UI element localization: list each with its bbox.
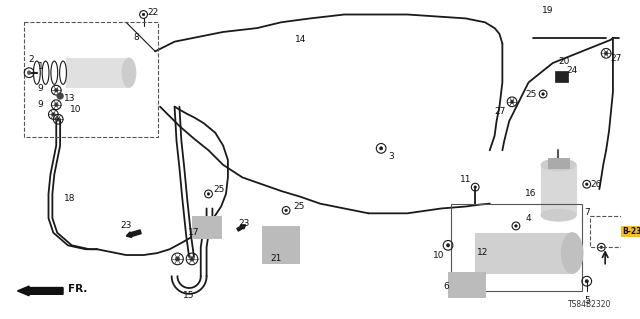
FancyArrow shape [126, 230, 141, 237]
Circle shape [474, 186, 477, 189]
Text: 27: 27 [610, 54, 621, 63]
Bar [24, 22, 158, 137]
Text: 21: 21 [271, 255, 282, 263]
Text: 5: 5 [584, 296, 589, 305]
Circle shape [54, 88, 58, 92]
Text: 3: 3 [388, 152, 394, 160]
Text: 25: 25 [293, 202, 305, 211]
Text: 26: 26 [591, 180, 602, 189]
Text: 24: 24 [566, 66, 578, 75]
Ellipse shape [561, 233, 583, 273]
Text: 8: 8 [133, 33, 139, 42]
Ellipse shape [541, 210, 576, 221]
Text: 23: 23 [120, 221, 132, 230]
Circle shape [57, 93, 63, 100]
Text: 9: 9 [38, 100, 44, 109]
Bar [192, 216, 221, 238]
Text: 12: 12 [477, 248, 489, 256]
Circle shape [54, 103, 58, 107]
Text: 27: 27 [495, 107, 506, 116]
Circle shape [142, 13, 145, 16]
Ellipse shape [122, 58, 136, 87]
Circle shape [285, 209, 287, 212]
Text: 25: 25 [214, 185, 225, 194]
Circle shape [600, 246, 603, 249]
Text: 1: 1 [38, 63, 44, 71]
Text: 16: 16 [525, 189, 536, 198]
Circle shape [510, 100, 514, 104]
Text: 2: 2 [28, 55, 34, 63]
FancyArrow shape [237, 225, 246, 231]
Text: 22: 22 [148, 8, 159, 17]
FancyArrow shape [17, 286, 63, 296]
Text: 10: 10 [70, 105, 81, 114]
Bar [589, 216, 621, 247]
Text: 23: 23 [239, 219, 250, 228]
Text: 10: 10 [433, 250, 444, 260]
Text: 14: 14 [295, 35, 307, 44]
Text: 25: 25 [526, 90, 537, 99]
Circle shape [175, 256, 180, 261]
Ellipse shape [541, 159, 576, 171]
Circle shape [515, 225, 517, 227]
Text: 11: 11 [460, 175, 471, 184]
Text: B-23: B-23 [623, 227, 640, 236]
Bar [555, 71, 568, 82]
Bar [451, 204, 582, 291]
Circle shape [51, 113, 55, 116]
Circle shape [586, 183, 588, 186]
Circle shape [27, 71, 31, 75]
Circle shape [56, 117, 60, 121]
Bar [448, 271, 485, 297]
Text: 20: 20 [559, 56, 570, 66]
Text: 19: 19 [542, 6, 554, 15]
Circle shape [380, 147, 383, 150]
Bar [476, 233, 572, 273]
Text: 17: 17 [188, 228, 200, 237]
Circle shape [541, 93, 545, 95]
Text: 18: 18 [64, 194, 76, 203]
Circle shape [604, 51, 608, 55]
Bar [66, 58, 129, 87]
Text: TS84B2320: TS84B2320 [568, 300, 611, 309]
Text: 4: 4 [525, 214, 531, 223]
Text: 7: 7 [584, 208, 589, 217]
Circle shape [189, 256, 195, 261]
Circle shape [446, 244, 450, 247]
Text: 6: 6 [444, 282, 449, 291]
Bar [541, 165, 576, 215]
Circle shape [585, 279, 588, 283]
Text: 9: 9 [38, 84, 44, 93]
Bar [262, 226, 299, 263]
Text: 13: 13 [64, 94, 76, 103]
Circle shape [207, 193, 210, 195]
Text: FR.: FR. [68, 284, 87, 294]
Bar [548, 158, 570, 168]
Text: 15: 15 [184, 291, 195, 300]
